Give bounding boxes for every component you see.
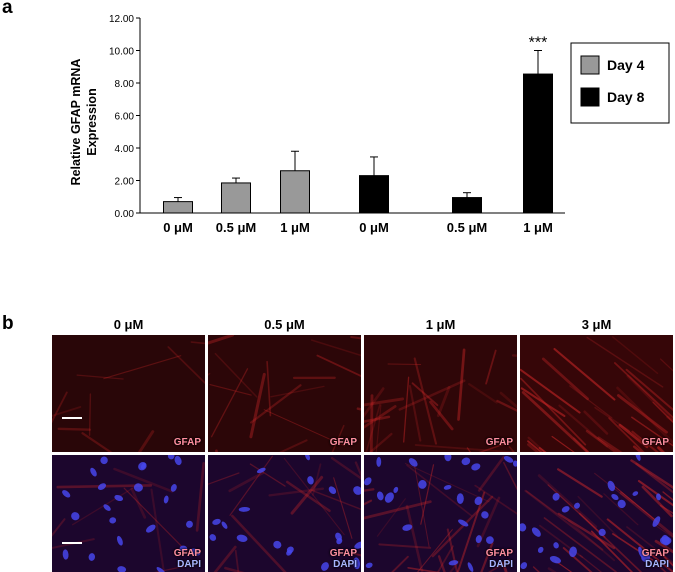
dapi-label: DAPI — [177, 559, 201, 570]
column-header-0: 0 μM — [113, 317, 144, 332]
bar — [359, 175, 389, 214]
legend: Day 4 Day 8 — [570, 42, 670, 124]
gfap-dapi-image-0: GFAP DAPI — [52, 455, 205, 572]
dapi-label: DAPI — [645, 559, 669, 570]
stain-label: GFAP — [174, 437, 201, 448]
column-header-2: 1 μM — [425, 317, 456, 332]
x-tick-label: 0 μM — [163, 220, 193, 235]
stain-label: GFAP DAPI — [330, 548, 357, 570]
y-tick-label: 6.00 — [115, 112, 135, 123]
panel-b-label: b — [2, 313, 14, 334]
gfap-image-3: GFAP — [520, 335, 673, 452]
y-tick-label: 10.00 — [109, 47, 134, 58]
gfap-image-2: GFAP — [364, 335, 517, 452]
gfap-dapi-image-3: GFAP DAPI — [520, 455, 673, 572]
y-axis-label-line-2: Expression — [85, 88, 99, 155]
gfap-dapi-image-1: GFAP DAPI — [208, 455, 361, 572]
stain-label: GFAP DAPI — [486, 548, 513, 570]
x-tick-label: 0.5 μM — [216, 220, 256, 235]
gfap-label: GFAP — [485, 548, 513, 559]
x-tick-label: 0 μM — [359, 220, 389, 235]
y-tick-label: 12.00 — [109, 14, 134, 25]
x-tick-labels: 0 μM 0.5 μM 1 μM 0 μM 0.5 μM 1 μM — [163, 220, 553, 235]
gfap-label: GFAP — [329, 548, 357, 559]
legend-label: Day 8 — [607, 89, 645, 105]
stain-label: GFAP DAPI — [642, 548, 669, 570]
y-axis-label-line-1: Relative GFAP mRNA — [69, 59, 83, 186]
stain-label: GFAP DAPI — [174, 548, 201, 570]
x-tick-label: 1 μM — [523, 220, 553, 235]
scale-bar — [62, 542, 82, 544]
scale-bar — [62, 417, 82, 419]
gfap-label: GFAP — [173, 437, 201, 448]
y-axis: 0.00 2.00 4.00 6.00 8.00 10.00 12.00 — [109, 14, 565, 220]
y-tick-label: 2.00 — [115, 177, 135, 188]
legend-swatch — [580, 55, 600, 75]
legend-box — [570, 42, 670, 124]
bar — [221, 182, 251, 214]
dapi-label: DAPI — [489, 559, 513, 570]
y-tick-label: 8.00 — [115, 79, 135, 90]
bar — [452, 197, 482, 214]
bar — [163, 201, 193, 214]
column-header-1: 0.5 μM — [264, 317, 305, 332]
gfap-label: GFAP — [173, 548, 201, 559]
y-tick-label: 4.00 — [115, 144, 135, 155]
bar — [280, 170, 310, 214]
stain-label: GFAP — [330, 437, 357, 448]
gfap-label: GFAP — [641, 437, 669, 448]
column-header-3: 3 μM — [581, 317, 612, 332]
stain-label: GFAP — [642, 437, 669, 448]
legend-label: Day 4 — [607, 57, 645, 73]
gfap-image-0: GFAP — [52, 335, 205, 452]
x-tick-label: 0.5 μM — [447, 220, 487, 235]
significance-label: *** — [529, 35, 548, 52]
bar — [523, 73, 553, 214]
gfap-dapi-image-2: GFAP DAPI — [364, 455, 517, 572]
bars: *** — [163, 35, 553, 214]
stain-label: GFAP — [486, 437, 513, 448]
dapi-label: DAPI — [333, 559, 357, 570]
gfap-image-1: GFAP — [208, 335, 361, 452]
x-tick-label: 1 μM — [280, 220, 310, 235]
gfap-label: GFAP — [485, 437, 513, 448]
gfap-label: GFAP — [641, 548, 669, 559]
gfap-label: GFAP — [329, 437, 357, 448]
legend-swatch — [580, 87, 600, 107]
panel-a-label: a — [2, 0, 13, 18]
y-tick-label: 0.00 — [115, 209, 135, 220]
